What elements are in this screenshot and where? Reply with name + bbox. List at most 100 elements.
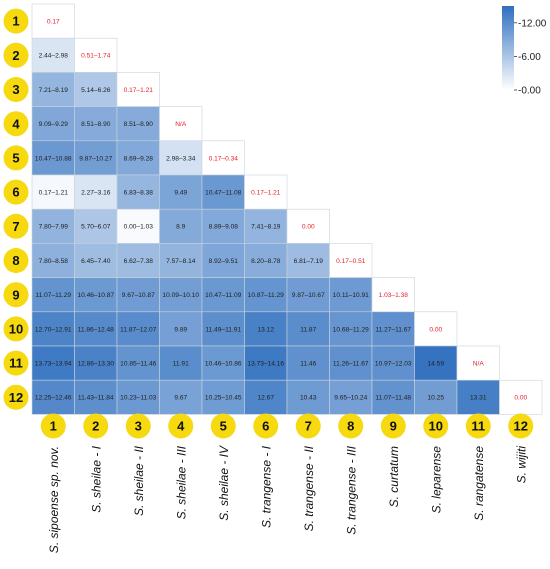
cell-value-label: 8.89–9.08 <box>209 224 239 231</box>
cell-value-label: 13.31 <box>470 395 487 402</box>
heatmap-cell <box>31 72 75 107</box>
heatmap-cell <box>456 345 500 381</box>
cell-value-label: 10.25 <box>427 395 444 402</box>
heatmap-cell <box>116 72 160 107</box>
cell-value-label: 11.87–12.07 <box>120 326 157 333</box>
column-species-label: S. sheilae - IV <box>217 445 231 521</box>
cell-value-label: 11.27–11.67 <box>375 326 411 333</box>
diagonal-value-label: N/A <box>473 361 485 368</box>
cell-value-label: 10.46–10.86 <box>205 361 242 368</box>
column-number-badge <box>168 413 194 439</box>
row-number-label: 1 <box>12 14 19 29</box>
cell-value-label: 9.89 <box>174 326 187 333</box>
heatmap-cell <box>74 208 118 244</box>
cell-value-label: 7.41–8.19 <box>251 224 281 231</box>
cell-value-label: 5.14–6.26 <box>81 87 111 94</box>
column-number-label: 2 <box>92 419 99 434</box>
heatmap-cell <box>31 379 75 415</box>
cell-value-label: 10.25–10.45 <box>205 395 242 402</box>
column-number-label: 9 <box>390 419 397 434</box>
cell-value-label: 10.97–12.03 <box>375 361 412 368</box>
cell-value-label: 10.68–11.29 <box>333 326 370 333</box>
column-number-badge <box>380 413 406 439</box>
row-number-label: 7 <box>12 219 19 234</box>
column-number-label: 7 <box>305 419 312 434</box>
colorbar: -12.00 -6.00 -0.00 <box>502 6 547 97</box>
row-number-label: 3 <box>12 82 19 97</box>
cell-value-label: 11.49–11.91 <box>205 326 241 333</box>
heatmap-cell <box>159 345 203 381</box>
heatmap-cell <box>286 208 330 244</box>
column-species-label: S. rangatense <box>472 446 486 521</box>
cell-value-label: 13.73–14.16 <box>247 361 284 368</box>
heatmap-cell <box>31 243 75 278</box>
row-number-label: 8 <box>12 253 19 268</box>
cell-value-label: 9.65–10.24 <box>334 395 367 402</box>
column-number-badge <box>338 413 364 439</box>
row-number-badge <box>3 316 29 342</box>
diagonal-value-label: 0.17–0.51 <box>336 258 366 265</box>
heatmap-cell <box>159 311 203 347</box>
column-number-badge <box>253 413 279 439</box>
heatmap-cell <box>244 379 288 415</box>
row-number-label: 12 <box>9 390 23 405</box>
diagonal-value-label: 0.00 <box>429 326 442 333</box>
cell-value-label: 10.09–10.10 <box>162 292 199 299</box>
heatmap-cell <box>329 243 373 278</box>
diagonal-value-label: 0.51–1.74 <box>81 53 111 60</box>
column-number-badge <box>508 413 534 439</box>
diagonal-value-label: 0.17 <box>47 19 60 26</box>
column-labels: S. sipoense sp. nov. S. sheilae - I S. she… <box>47 445 529 553</box>
cell-value-label: 10.23–11.03 <box>120 395 157 402</box>
cell-value-label: 11.26–11.67 <box>333 361 369 368</box>
column-number-label: 6 <box>262 419 269 434</box>
heatmap-cell <box>31 311 75 347</box>
cell-value-label: 9.67–10.87 <box>122 292 155 299</box>
column-number-label: 8 <box>347 419 354 434</box>
cell-value-label: 10.85–11.46 <box>120 361 157 368</box>
row-number-badge <box>3 384 29 410</box>
heatmap-cell <box>159 174 203 210</box>
heatmap-cell <box>159 379 203 415</box>
heatmap-cell <box>201 174 245 210</box>
heatmap-cell <box>286 277 330 313</box>
heatmap-cell <box>201 311 245 347</box>
cell-value-label: 0.17–1.21 <box>39 190 69 197</box>
heatmap-cell <box>74 140 118 176</box>
cell-value-label: 8.51–8.90 <box>124 121 154 128</box>
cell-value-label: 7.80–7.99 <box>39 224 69 231</box>
heatmap-cells: 0.17 2.44–2.98 0.51–1.74 7.21–8.19 5.14–6.26… <box>31 3 543 415</box>
heatmap-cell <box>31 174 75 210</box>
column-number-badges: 1 2 3 4 5 6 7 8 9 10 11 12 <box>40 413 534 439</box>
cell-value-label: 6.45–7.40 <box>81 258 111 265</box>
cell-value-label: 13.73–13.94 <box>35 361 72 368</box>
cell-value-label: 11.87 <box>300 326 316 333</box>
colorbar-tick-label: -0.00 <box>518 86 541 97</box>
cell-value-label: 10.87–11.29 <box>248 292 285 299</box>
diagonal-value-label: 0.00 <box>514 395 527 402</box>
cell-value-label: 2.44–2.98 <box>39 53 69 60</box>
cell-value-label: 12.70–12.91 <box>35 326 72 333</box>
column-species-label: S. leparense <box>429 446 443 514</box>
cell-value-label: 10.43 <box>300 395 317 402</box>
heatmap-cell <box>31 277 75 313</box>
column-number-badge <box>423 413 449 439</box>
row-number-label: 11 <box>9 356 23 371</box>
column-number-badge <box>295 413 321 439</box>
cell-value-label: 2.27–3.16 <box>81 190 111 197</box>
column-species-label: S. trangense - III <box>344 445 358 534</box>
row-number-badge <box>3 213 29 239</box>
cell-value-label: 11.07–11.48 <box>375 395 411 402</box>
heatmap-cell <box>116 243 160 278</box>
cell-value-label: 9.67 <box>174 395 187 402</box>
cell-value-label: 13.12 <box>257 326 274 333</box>
cell-value-label: 6.62–7.38 <box>124 258 154 265</box>
heatmap-cell <box>371 379 415 415</box>
column-number-badge <box>210 413 236 439</box>
column-number-badge <box>125 413 151 439</box>
column-species-label: S. sipoense sp. nov. <box>47 446 61 553</box>
row-number-label: 4 <box>12 116 20 131</box>
row-number-badge <box>3 145 29 171</box>
cell-value-label: 12.86–13.30 <box>77 361 114 368</box>
